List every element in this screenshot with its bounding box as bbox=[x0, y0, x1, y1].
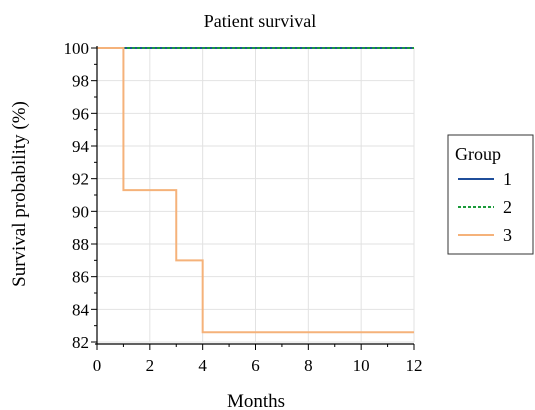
y-tick-label: 96 bbox=[72, 104, 89, 123]
x-axis-title: Months bbox=[227, 391, 285, 410]
legend-label-1: 1 bbox=[503, 169, 512, 189]
x-tick-label: 12 bbox=[406, 356, 423, 375]
y-tick-label: 90 bbox=[72, 202, 89, 221]
x-tick-label: 4 bbox=[198, 356, 207, 375]
y-tick-label: 86 bbox=[72, 268, 89, 287]
y-tick-label: 88 bbox=[72, 235, 89, 254]
legend: Group 1 2 3 bbox=[447, 134, 534, 255]
x-tick-label: 2 bbox=[146, 356, 155, 375]
legend-title: Group bbox=[455, 144, 501, 164]
y-tick-label: 94 bbox=[72, 137, 90, 156]
x-tick-label: 10 bbox=[353, 356, 370, 375]
y-tick-label: 100 bbox=[64, 39, 90, 58]
y-tick-label: 82 bbox=[72, 333, 89, 352]
x-tick-label: 6 bbox=[251, 356, 260, 375]
y-tick-label: 92 bbox=[72, 170, 89, 189]
series-line-3 bbox=[97, 47, 414, 334]
axes bbox=[91, 46, 415, 350]
legend-label-2: 2 bbox=[503, 197, 512, 217]
series-layer bbox=[97, 47, 414, 334]
grid bbox=[96, 47, 415, 343]
x-tick-label: 0 bbox=[93, 356, 102, 375]
y-axis-title: Survival probability (%) bbox=[9, 101, 30, 287]
y-tick-label: 98 bbox=[72, 72, 89, 91]
y-tick-label: 84 bbox=[72, 300, 90, 319]
x-tick-label: 8 bbox=[304, 356, 313, 375]
tick-labels: 82 84 86 88 90 92 94 96 98 100 0 2 4 6 8 10 12 bbox=[64, 39, 423, 375]
chart-title: Patient survival bbox=[204, 11, 316, 31]
legend-label-3: 3 bbox=[503, 225, 512, 245]
